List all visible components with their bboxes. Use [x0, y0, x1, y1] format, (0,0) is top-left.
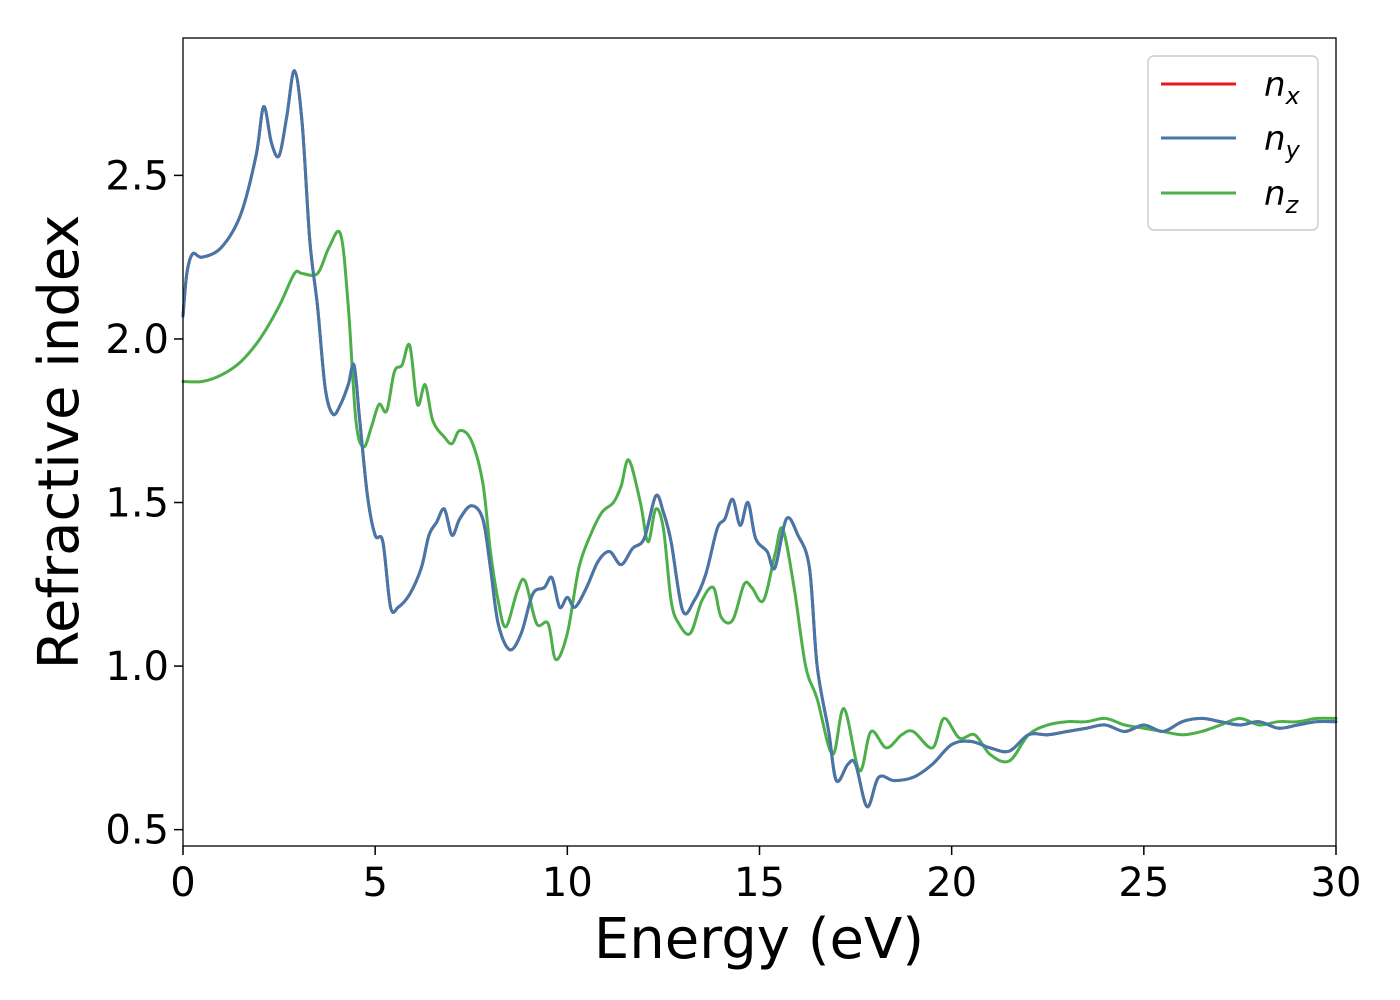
- y-tick-label: 1.0: [105, 644, 169, 690]
- legend-label: nz: [1264, 174, 1300, 219]
- x-tick-label: 30: [1311, 860, 1362, 906]
- legend-label: nx: [1264, 65, 1301, 110]
- legend-item-x: nx: [1161, 65, 1301, 110]
- series-line-z: [181, 229, 1338, 773]
- legend-item-y: ny: [1161, 119, 1301, 164]
- series-layer: [181, 69, 1338, 809]
- x-tick-label: 5: [362, 860, 387, 906]
- y-tick-label: 0.5: [105, 808, 169, 854]
- y-axis-ticks: 0.5 1.0 1.5 2.0 2.5: [105, 153, 183, 854]
- x-axis-ticks: 0 5 10 15 20 25 30: [170, 846, 1361, 906]
- x-tick-label: 25: [1118, 860, 1169, 906]
- legend: nx ny nz: [1147, 55, 1319, 231]
- y-axis-title: Refractive index: [27, 215, 92, 670]
- x-tick-label: 0: [170, 860, 195, 906]
- legend-label: ny: [1264, 119, 1301, 164]
- series-line-y: [181, 69, 1338, 809]
- y-tick-label: 2.0: [105, 317, 169, 363]
- y-tick-label: 1.5: [105, 481, 169, 527]
- x-axis-title: Energy (eV): [594, 907, 924, 972]
- legend-box: [1147, 55, 1319, 231]
- x-tick-label: 20: [926, 860, 977, 906]
- x-tick-label: 10: [542, 860, 593, 906]
- x-tick-label: 15: [734, 860, 785, 906]
- y-tick-label: 2.5: [105, 153, 169, 199]
- legend-item-z: nz: [1161, 174, 1300, 219]
